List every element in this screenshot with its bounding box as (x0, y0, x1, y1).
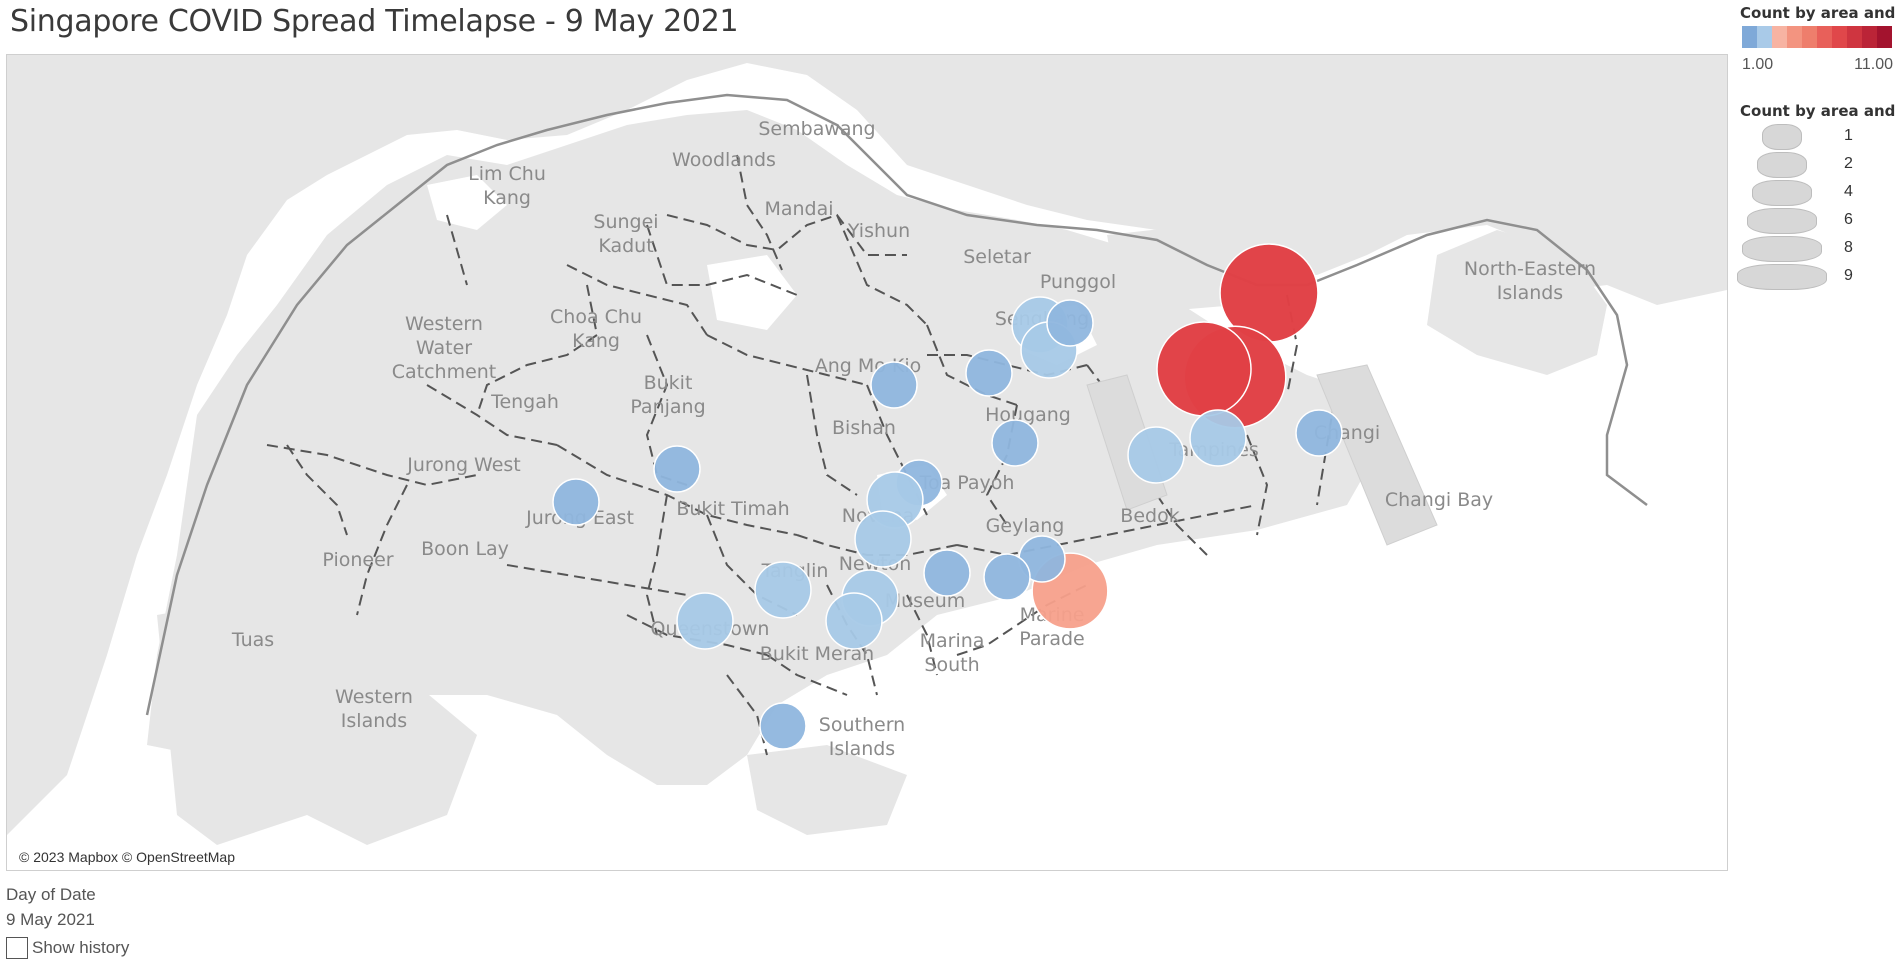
map-attribution[interactable]: © 2023 Mapbox © OpenStreetMap (15, 848, 239, 866)
color-ramp-step (1802, 26, 1817, 48)
show-history-checkbox[interactable] (6, 936, 28, 959)
case-bubble[interactable] (825, 592, 883, 650)
color-ramp-step (1772, 26, 1787, 48)
place-label: Bukit Panjang (630, 372, 705, 418)
place-label: Bukit Merah (760, 643, 874, 665)
place-label: Geylang (986, 515, 1065, 537)
southern-islands (747, 745, 907, 835)
case-bubble[interactable] (552, 478, 600, 526)
case-bubble[interactable] (923, 549, 971, 597)
place-label: Mandai (764, 198, 833, 220)
case-bubble[interactable] (965, 349, 1013, 397)
place-label: Bishan (832, 417, 896, 439)
place-label: Sungei Kadut (593, 211, 658, 257)
map-view[interactable]: Sembawang Woodlands Lim Chu Kang Mandai Sunge… (6, 54, 1728, 871)
case-bubble[interactable] (1295, 409, 1343, 457)
case-bubble[interactable] (991, 419, 1039, 467)
color-ramp-step (1787, 26, 1802, 48)
color-legend-max: 11.00 (1854, 56, 1893, 73)
case-bubble[interactable] (754, 561, 812, 619)
size-legend-value: 6 (1844, 211, 1853, 228)
pulau-tekong (1427, 230, 1607, 375)
size-legend-shape (1762, 124, 1802, 150)
place-label: Marina South (920, 630, 985, 676)
size-legend-shape (1742, 236, 1822, 262)
size-legend-row: 2 (1736, 152, 1896, 178)
case-bubble[interactable] (676, 592, 734, 650)
reservoir-central (707, 255, 797, 330)
case-bubble[interactable] (759, 702, 807, 750)
case-bubble[interactable] (1046, 299, 1094, 347)
size-legend-row: 8 (1736, 236, 1896, 262)
color-legend-min: 1.00 (1742, 56, 1774, 73)
case-bubble[interactable] (854, 510, 912, 568)
filter-field-label: Day of Date (6, 885, 96, 904)
size-legend-row: 1 (1736, 124, 1896, 150)
size-legend-row: 6 (1736, 208, 1896, 234)
page-title: Singapore COVID Spread Timelapse - 9 May… (10, 4, 739, 39)
size-legend-value: 8 (1844, 239, 1853, 256)
page-filter-panel: Day of Date 9 May 2021 Show history (6, 885, 129, 960)
place-label: Bukit Timah (676, 498, 789, 520)
place-label-layer: Sembawang Woodlands Lim Chu Kang Mandai Sunge… (231, 118, 1596, 760)
color-ramp-step (1847, 26, 1862, 48)
color-ramp-step (1877, 26, 1892, 48)
place-label: Seletar (963, 246, 1031, 268)
size-legend-shape (1752, 180, 1812, 206)
singapore-main-island (147, 110, 1387, 785)
place-label: Tengah (490, 391, 559, 413)
size-legend-shape (1737, 264, 1827, 290)
show-history-control[interactable]: Show history (6, 935, 129, 960)
place-label: Sembawang (758, 118, 875, 140)
size-legend-row: 4 (1736, 180, 1896, 206)
place-label: Jurong West (406, 454, 521, 476)
color-ramp-step (1832, 26, 1847, 48)
place-label: Pioneer (322, 549, 393, 571)
place-label: North-Eastern Islands (1464, 258, 1596, 304)
place-label: Choa Chu Kang (550, 306, 642, 352)
place-label: Toa Payoh (919, 472, 1015, 494)
place-label: Lim Chu Kang (468, 163, 546, 209)
malaysia-landmass (7, 55, 1727, 835)
place-label: Yishun (847, 220, 910, 242)
size-legend-value: 4 (1844, 183, 1853, 200)
case-bubble[interactable] (983, 553, 1031, 601)
size-legend-value: 2 (1844, 155, 1853, 172)
size-legend-row: 9 (1736, 264, 1896, 290)
place-label: Boon Lay (421, 538, 509, 560)
size-legend-value: 1 (1844, 127, 1853, 144)
place-label: Changi Bay (1385, 489, 1493, 511)
map-canvas[interactable]: Sembawang Woodlands Lim Chu Kang Mandai Sunge… (7, 55, 1727, 870)
place-label: Bedok (1120, 505, 1179, 527)
case-bubble[interactable] (1127, 426, 1185, 484)
size-legend-shape (1747, 208, 1817, 234)
place-label: Punggol (1040, 271, 1116, 293)
place-label: Western Water Catchment (392, 313, 497, 383)
case-bubble[interactable] (653, 445, 701, 493)
color-ramp-step (1862, 26, 1877, 48)
size-legend-title[interactable]: Count by area and .. (1740, 102, 1901, 120)
case-bubble[interactable] (1189, 409, 1247, 467)
place-label: Tuas (231, 629, 274, 651)
case-bubble[interactable] (870, 361, 918, 409)
coastal-road-line (145, 93, 1648, 716)
size-legend-value: 9 (1844, 267, 1853, 284)
place-label: Southern Islands (819, 714, 905, 760)
size-legend-shape (1757, 152, 1807, 178)
place-label: Western Islands (335, 686, 413, 732)
filter-field-value: 9 May 2021 (6, 910, 95, 929)
color-ramp-step (1742, 26, 1757, 48)
place-label: Woodlands (672, 149, 776, 171)
color-ramp (1742, 26, 1892, 48)
color-legend-title[interactable]: Count by area and .. (1740, 4, 1901, 22)
case-bubble[interactable] (1156, 321, 1252, 417)
western-islands (297, 685, 477, 845)
place-label: Hougang (985, 404, 1071, 426)
case-bubble-layer[interactable] (552, 243, 1343, 750)
show-history-label[interactable]: Show history (32, 937, 130, 957)
color-ramp-step (1817, 26, 1832, 48)
color-ramp-step (1757, 26, 1772, 48)
